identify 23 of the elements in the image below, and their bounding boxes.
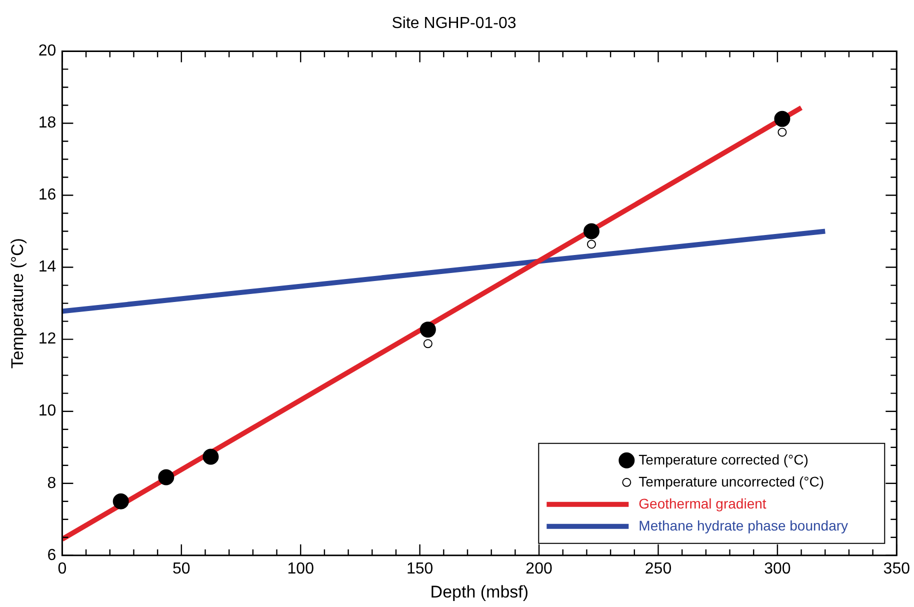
x-tick-label: 150 <box>406 560 434 578</box>
y-tick-label: 10 <box>38 402 56 420</box>
x-tick-label: 200 <box>526 560 552 578</box>
y-tick-label: 12 <box>38 330 56 348</box>
y-tick-label: 20 <box>38 42 56 60</box>
y-tick-label: 6 <box>47 546 56 564</box>
chart-title: Site NGHP-01-03 <box>392 15 516 32</box>
text: Geothermal gradient <box>638 495 766 512</box>
y-tick-label: 8 <box>47 474 56 492</box>
x-tick-label: 350 <box>883 560 910 578</box>
y-tick-label: 16 <box>38 186 56 204</box>
x-tick-label: 250 <box>644 560 672 578</box>
x-tick-label: 100 <box>287 560 314 578</box>
y-tick-label: 14 <box>38 258 56 276</box>
x-tick-label: 0 <box>58 560 67 578</box>
legend-label: Temperature uncorrected (°C) <box>638 473 824 490</box>
x-tick-label: 50 <box>172 560 190 578</box>
x-tick-label: 300 <box>764 560 791 578</box>
y-tick-label: 18 <box>38 114 56 132</box>
legend-label: Temperature corrected (°C) <box>638 451 808 468</box>
y-axis-title: Temperature (°C) <box>8 238 27 369</box>
x-axis-title: Depth (mbsf) <box>430 582 529 602</box>
text: Methane hydrate phase boundary <box>638 517 848 534</box>
